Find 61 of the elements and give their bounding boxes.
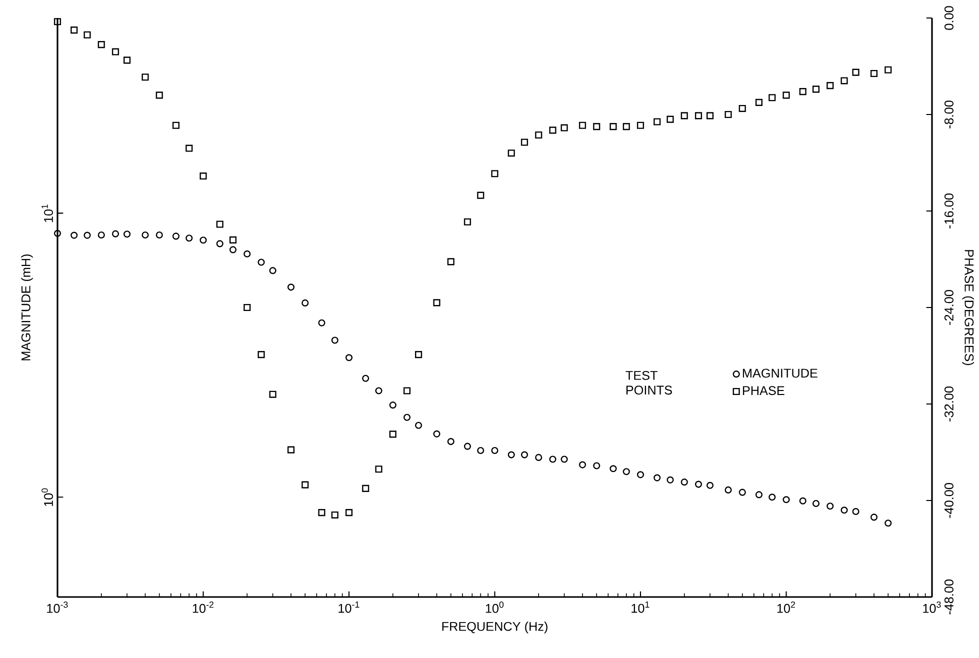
point [433, 430, 440, 438]
point [870, 514, 878, 521]
point [229, 246, 237, 254]
point [840, 506, 848, 514]
point [244, 250, 251, 258]
point [593, 462, 600, 470]
y2-tick-label: -48.00 [944, 580, 954, 614]
point [302, 299, 309, 306]
point [389, 402, 396, 409]
point [738, 488, 746, 496]
point [491, 446, 498, 454]
point [549, 456, 556, 463]
point [782, 496, 790, 504]
point [636, 471, 644, 478]
point [447, 438, 454, 446]
x-tick-label: 10$^{-2}$ [192, 601, 214, 613]
y2-tick-label: -24.00 [944, 290, 954, 325]
y2-tick-label: -32.00 [944, 386, 954, 422]
point [622, 468, 630, 476]
point [287, 284, 295, 291]
point [112, 230, 120, 238]
x-tick-label: 10$^{0}$ [486, 601, 504, 613]
point [375, 387, 382, 394]
y2-tick-label: 0.00 [944, 6, 954, 30]
y2-tick-label: -16.00 [944, 194, 954, 228]
point [884, 520, 892, 527]
x-tick-label: 10$^{2}$ [777, 601, 795, 613]
point [258, 258, 265, 266]
point [535, 454, 542, 461]
legend-label: MAGNITUDE [742, 368, 818, 378]
point [200, 236, 207, 244]
point [156, 231, 163, 239]
y2-axis-title: PHASE (DEGREES) [962, 250, 974, 366]
x-tick-label: 10$^{-1}$ [338, 601, 360, 613]
legend-title: TEST POINTS [626, 370, 672, 395]
point [186, 234, 193, 242]
point [54, 230, 62, 237]
x-tick-label: 10$^{-3}$ [47, 601, 68, 613]
point [680, 478, 688, 486]
y2-tick-label: -8.00 [944, 100, 954, 128]
point [142, 231, 149, 239]
point [666, 476, 674, 484]
x-axis-title: FREQUENCY (Hz) [442, 622, 548, 634]
point [578, 461, 586, 468]
point [84, 232, 91, 239]
point [768, 494, 776, 501]
point [345, 354, 353, 362]
point [724, 486, 732, 494]
point [98, 231, 105, 239]
x-tick-label: 10$^{1}$ [632, 601, 650, 613]
point [826, 502, 834, 510]
x-tick-label: 10$^{3}$ [923, 601, 941, 613]
point [812, 500, 820, 508]
point [331, 336, 338, 344]
point [694, 480, 702, 488]
point [520, 451, 528, 458]
legend-label: PHASE [742, 386, 784, 396]
y-axis-title: MAGNITUDE (mH) [21, 254, 33, 360]
point [477, 446, 484, 454]
y2-tick-label: -40.00 [944, 483, 954, 518]
point [403, 414, 411, 421]
